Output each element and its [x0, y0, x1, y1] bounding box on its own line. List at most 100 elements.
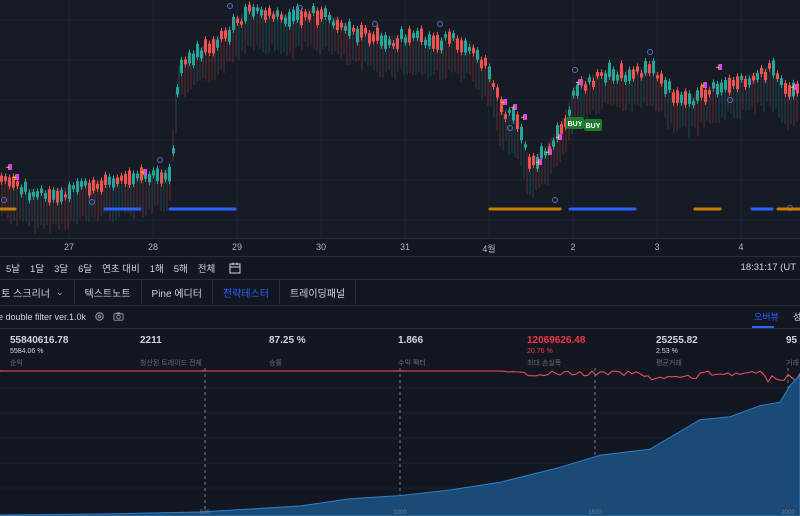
metric-label: 순익 — [10, 360, 23, 367]
candle-body — [504, 114, 507, 119]
tab-performance[interactable]: 성 — [793, 312, 800, 322]
candle-body — [172, 148, 175, 154]
candle-body — [700, 85, 703, 98]
candle-body — [400, 29, 403, 40]
metric-percent: 2.53 % — [656, 348, 678, 355]
marker-circle — [647, 49, 653, 55]
candle-body — [252, 6, 255, 17]
timeframe-6m-button[interactable]: 6달 — [78, 263, 93, 275]
date-tick-label: 28 — [147, 242, 159, 252]
snapshot-icon[interactable] — [113, 311, 124, 322]
tab-label: 텍스트노트 — [84, 288, 131, 300]
price-chart-area[interactable]: + + + + + + + + + + + + + BUY BUY — [0, 0, 800, 238]
candle-body — [524, 144, 527, 148]
server-time[interactable]: 18:31:17 (UT — [740, 262, 796, 273]
candle-body — [676, 90, 679, 103]
equity-chart-area[interactable]: 500 1000 1500 2000 — [0, 368, 800, 516]
candle-body — [516, 114, 519, 130]
marker-circle — [727, 97, 733, 103]
candle-body — [568, 109, 571, 116]
tab-label: 전략테스터 — [222, 288, 269, 300]
tab-strategy-tester[interactable]: 전략테스터 — [213, 280, 280, 304]
timeframe-all-button[interactable]: 전체 — [197, 263, 216, 275]
candle-body — [184, 59, 187, 65]
candle-body — [56, 190, 59, 203]
candle-body — [68, 184, 71, 200]
candle-body — [732, 80, 735, 87]
candle-body — [624, 75, 627, 83]
tab-trading-panel[interactable]: 트레이딩패널 — [280, 280, 357, 304]
tab-label: Pine 에디터 — [151, 288, 202, 300]
date-tick-label: 27 — [63, 242, 75, 252]
candle-body — [788, 85, 791, 97]
candle-body — [460, 40, 463, 53]
metric-total-closed-trades: 2211 청산된 트레이드 전체 — [140, 335, 202, 368]
candle-body — [112, 178, 115, 188]
candle-body — [308, 13, 311, 20]
candle-body — [364, 27, 367, 34]
metric-label: 평균거래 — [656, 360, 682, 367]
equity-x-tick: 2000 — [781, 510, 795, 516]
candle-body — [696, 90, 699, 101]
candle-body — [736, 76, 739, 90]
candle-body — [776, 73, 779, 79]
candle-body — [72, 185, 75, 190]
candle-body — [268, 8, 271, 16]
metric-label: 거래 — [786, 360, 799, 367]
candle-body — [384, 35, 387, 49]
candle-body — [596, 71, 599, 77]
signal-bar — [16, 174, 19, 180]
settings-gear-icon[interactable] — [94, 311, 105, 322]
timeframe-1y-button[interactable]: 1해 — [149, 263, 164, 275]
candle-body — [452, 33, 455, 39]
signal-bar — [514, 104, 517, 110]
candle-body — [488, 66, 491, 80]
timeframe-5d-button[interactable]: 5날 — [6, 263, 21, 275]
candle-body — [52, 189, 55, 200]
candle-body — [760, 67, 763, 75]
candle-body — [20, 187, 23, 195]
equity-area — [0, 374, 800, 516]
tab-pine-editor[interactable]: Pine 에디터 — [142, 280, 213, 304]
timeframe-1m-button[interactable]: 1달 — [30, 263, 45, 275]
candle-body — [236, 18, 239, 24]
candle-body — [32, 191, 35, 197]
candle-body — [796, 83, 799, 94]
candle-body — [292, 9, 295, 22]
candle-body — [424, 39, 427, 46]
goto-date-icon[interactable] — [229, 262, 241, 274]
signal-marker: + — [140, 168, 148, 178]
timeframe-ytd-button[interactable]: 연초 대비 — [102, 263, 140, 275]
signal-bar — [9, 164, 12, 170]
signal-bar — [539, 159, 542, 165]
metric-value: 1.866 — [398, 335, 424, 346]
candle-body — [532, 155, 535, 166]
performance-summary: 55840616.78 5584.06 % 순익 2211 청산된 트레이드 전… — [0, 328, 800, 368]
equity-chart[interactable]: 500 1000 1500 2000 — [0, 368, 800, 516]
candle-body — [576, 84, 579, 97]
timeframe-5y-button[interactable]: 5해 — [173, 263, 188, 275]
signal-bar — [704, 82, 707, 88]
price-chart[interactable]: ++ ++ ++++++ +++BUY BUY — [0, 0, 800, 238]
candle-body — [316, 10, 319, 26]
tab-overview[interactable]: 오버뷰 — [754, 312, 779, 322]
strategy-name: e double filter ver.1.0k — [0, 311, 87, 322]
timeframe-3m-button[interactable]: 3달 — [54, 263, 69, 275]
candle-body — [60, 189, 63, 202]
candle-body — [668, 81, 671, 90]
signal-marker: + — [5, 163, 13, 173]
candle-body — [168, 166, 171, 182]
tab-crypto-screener[interactable]: 립토 스크리너 ⌄ — [0, 280, 75, 304]
candle-body — [724, 80, 727, 90]
candle-body — [28, 192, 31, 201]
candle-body — [44, 193, 47, 199]
chevron-down-icon: ⌄ — [55, 286, 64, 297]
candle-body — [492, 83, 495, 87]
candle-body — [312, 6, 315, 14]
candle-body — [728, 77, 731, 93]
candle-body — [548, 146, 551, 152]
candle-body — [544, 151, 547, 156]
metric-label: 청산된 트레이드 전체 — [140, 360, 202, 367]
tab-text-notes[interactable]: 텍스트노트 — [75, 280, 142, 304]
candle-body — [188, 52, 191, 64]
